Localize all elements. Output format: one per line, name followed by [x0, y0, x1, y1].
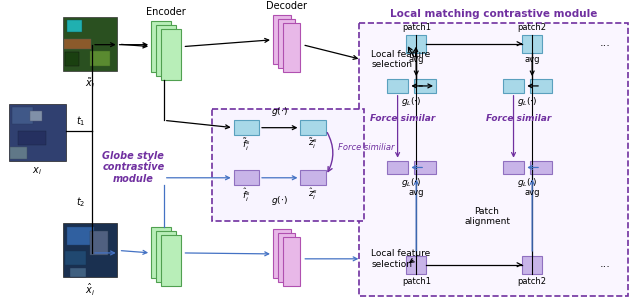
FancyBboxPatch shape — [67, 228, 94, 245]
FancyBboxPatch shape — [530, 161, 552, 174]
FancyBboxPatch shape — [234, 120, 259, 135]
Text: Patch
alignment: Patch alignment — [464, 207, 510, 226]
FancyBboxPatch shape — [67, 20, 83, 32]
FancyBboxPatch shape — [387, 79, 408, 93]
Text: patch1: patch1 — [402, 277, 431, 285]
Text: $g(\cdot)$: $g(\cdot)$ — [271, 194, 288, 207]
FancyBboxPatch shape — [359, 23, 628, 296]
Text: Force similiar: Force similiar — [338, 143, 394, 152]
FancyBboxPatch shape — [90, 231, 108, 255]
Text: $g_L(\cdot)$: $g_L(\cdot)$ — [401, 176, 422, 189]
Text: $\hat{z}_i^s$: $\hat{z}_i^s$ — [308, 187, 318, 202]
Text: Local matching contrastive module: Local matching contrastive module — [390, 9, 598, 19]
FancyBboxPatch shape — [63, 39, 91, 48]
Text: $\tilde{z}_i^s$: $\tilde{z}_i^s$ — [308, 137, 318, 151]
FancyBboxPatch shape — [63, 17, 116, 71]
FancyBboxPatch shape — [406, 35, 426, 52]
FancyBboxPatch shape — [8, 104, 65, 161]
Text: $\hat{x}_i$: $\hat{x}_i$ — [84, 282, 95, 298]
FancyBboxPatch shape — [387, 161, 408, 174]
FancyBboxPatch shape — [156, 25, 175, 76]
Text: patch2: patch2 — [518, 23, 547, 32]
FancyBboxPatch shape — [234, 170, 259, 185]
FancyBboxPatch shape — [151, 228, 171, 278]
Text: Force similar: Force similar — [370, 114, 435, 123]
FancyBboxPatch shape — [522, 35, 542, 52]
Text: Force similar: Force similar — [486, 114, 551, 123]
FancyBboxPatch shape — [278, 233, 296, 282]
Text: Local feature
selection: Local feature selection — [371, 50, 430, 69]
Text: avg: avg — [408, 55, 424, 64]
FancyBboxPatch shape — [300, 170, 326, 185]
Text: $g_L(\cdot)$: $g_L(\cdot)$ — [517, 176, 538, 189]
FancyBboxPatch shape — [70, 268, 86, 278]
FancyBboxPatch shape — [65, 52, 79, 66]
FancyBboxPatch shape — [161, 29, 180, 80]
Text: patch1: patch1 — [402, 23, 431, 32]
Text: patch2: patch2 — [518, 277, 547, 285]
Text: ...: ... — [600, 38, 611, 48]
Text: $x_i$: $x_i$ — [32, 166, 42, 177]
FancyBboxPatch shape — [278, 19, 296, 68]
Text: avg: avg — [524, 55, 540, 64]
FancyBboxPatch shape — [90, 51, 110, 66]
FancyBboxPatch shape — [156, 231, 175, 282]
FancyBboxPatch shape — [502, 79, 524, 93]
FancyBboxPatch shape — [63, 224, 116, 278]
Text: $\tilde{x}_i$: $\tilde{x}_i$ — [84, 76, 95, 91]
FancyBboxPatch shape — [273, 229, 291, 278]
Text: $\hat{f}_i^s$: $\hat{f}_i^s$ — [242, 187, 250, 204]
FancyBboxPatch shape — [65, 251, 86, 265]
FancyBboxPatch shape — [414, 161, 436, 174]
FancyBboxPatch shape — [300, 120, 326, 135]
FancyBboxPatch shape — [151, 21, 171, 72]
FancyBboxPatch shape — [406, 256, 426, 274]
FancyBboxPatch shape — [502, 161, 524, 174]
Text: $t_1$: $t_1$ — [76, 114, 85, 128]
Text: $\tilde{f}_i^s$: $\tilde{f}_i^s$ — [242, 137, 250, 153]
Text: Local feature
selection: Local feature selection — [371, 249, 430, 268]
Text: $g_L(\cdot)$: $g_L(\cdot)$ — [401, 95, 422, 108]
Text: Encoder: Encoder — [146, 7, 186, 17]
Text: $t_2$: $t_2$ — [76, 195, 85, 209]
FancyBboxPatch shape — [10, 147, 28, 159]
FancyBboxPatch shape — [283, 23, 300, 72]
Text: Decoder: Decoder — [266, 1, 307, 11]
Text: $g(\cdot)$: $g(\cdot)$ — [271, 105, 288, 118]
Text: avg: avg — [524, 188, 540, 196]
FancyBboxPatch shape — [19, 131, 46, 145]
Text: $g_L(\cdot)$: $g_L(\cdot)$ — [517, 95, 538, 108]
FancyBboxPatch shape — [283, 237, 300, 286]
FancyBboxPatch shape — [273, 15, 291, 64]
FancyBboxPatch shape — [530, 79, 552, 93]
FancyBboxPatch shape — [414, 79, 436, 93]
FancyBboxPatch shape — [212, 109, 364, 221]
FancyBboxPatch shape — [522, 256, 542, 274]
Text: Globe style
contrastive
module: Globe style contrastive module — [102, 151, 164, 184]
Text: ...: ... — [600, 259, 611, 269]
FancyBboxPatch shape — [30, 111, 42, 121]
Text: avg: avg — [408, 188, 424, 196]
FancyBboxPatch shape — [12, 106, 33, 124]
FancyBboxPatch shape — [161, 235, 180, 286]
